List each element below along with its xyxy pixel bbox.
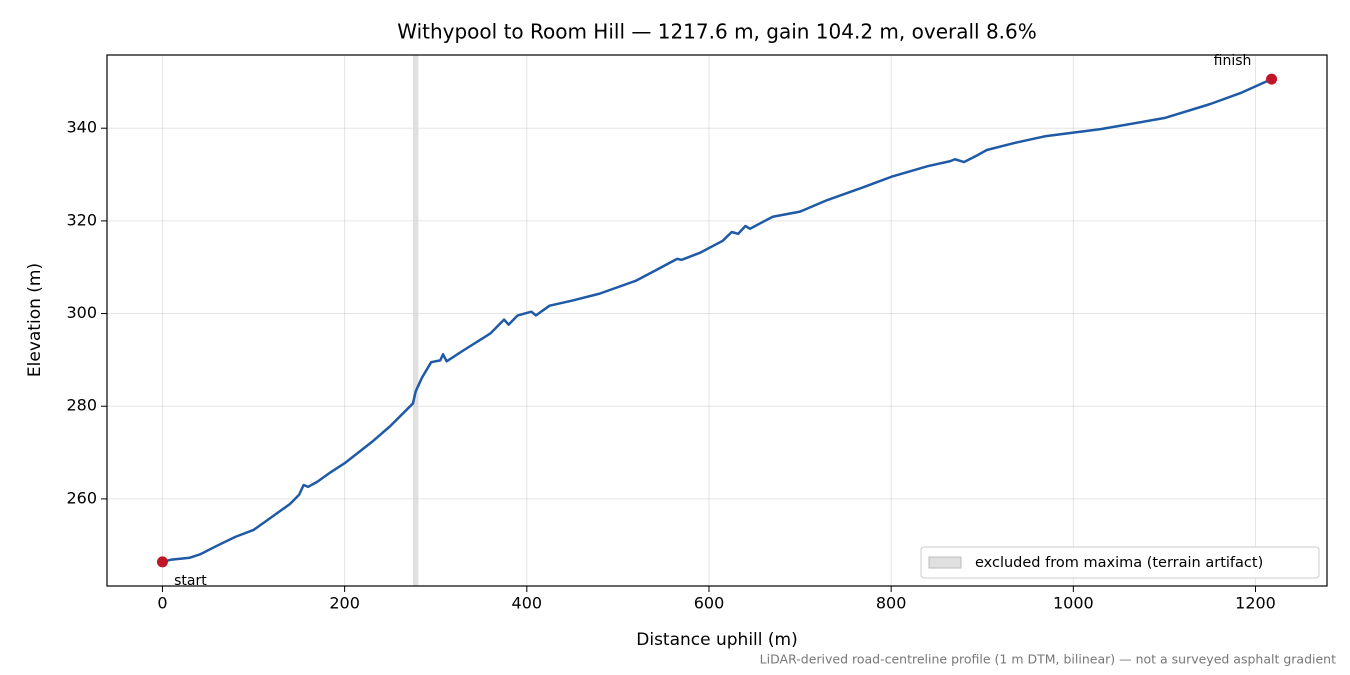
y-tick-label: 340: [66, 118, 97, 137]
excluded-span: [412, 55, 419, 586]
legend-label: excluded from maxima (terrain artifact): [975, 555, 1263, 571]
x-axis-label: Distance uphill (m): [636, 630, 797, 650]
x-tick-label: 200: [329, 594, 360, 613]
marker-label: start: [174, 573, 207, 589]
x-tick-label: 0: [157, 594, 167, 613]
y-tick-label: 260: [66, 488, 97, 507]
y-axis-label: Elevation (m): [25, 263, 45, 377]
legend-swatch: [928, 556, 962, 569]
x-tick-label: 1000: [1053, 594, 1094, 613]
endpoint-marker: [1266, 73, 1278, 85]
chart-title: Withypool to Room Hill — 1217.6 m, gain …: [397, 20, 1037, 44]
plot-frame: [106, 54, 1328, 587]
endpoint-marker: [156, 556, 168, 568]
x-tick-label: 400: [512, 594, 543, 613]
x-tick-label: 600: [694, 594, 725, 613]
y-tick-label: 280: [66, 396, 97, 415]
x-tick-label: 1200: [1235, 594, 1276, 613]
elevation-line: [162, 77, 1273, 564]
marker-label: finish: [1214, 53, 1252, 69]
y-tick-label: 320: [66, 210, 97, 229]
x-tick-label: 800: [876, 594, 907, 613]
footnote: LiDAR-derived road-centreline profile (1…: [760, 652, 1336, 667]
legend: excluded from maxima (terrain artifact): [920, 546, 1320, 579]
legend-box: [920, 546, 1320, 579]
y-tick-label: 300: [66, 303, 97, 322]
